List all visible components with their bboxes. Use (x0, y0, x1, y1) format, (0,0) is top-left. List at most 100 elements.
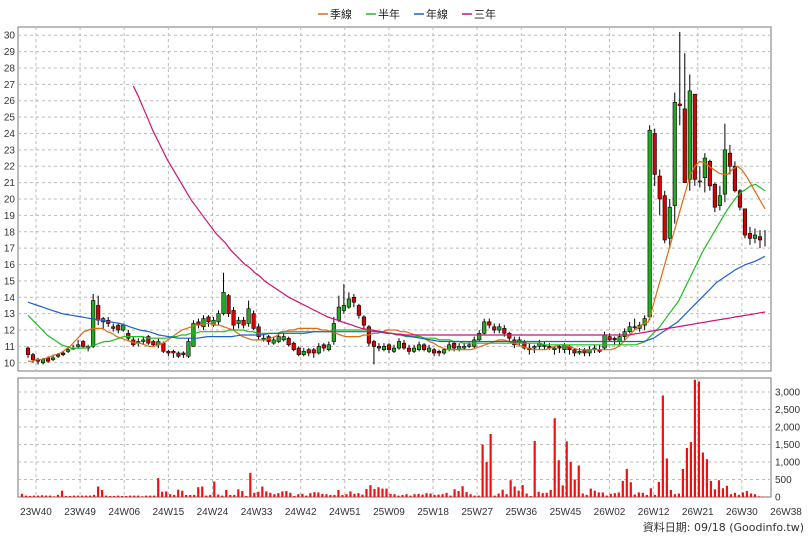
candle-body (447, 344, 452, 351)
candle-body (437, 351, 442, 354)
price-y-tick-label: 14 (4, 293, 16, 304)
candle-body (91, 300, 96, 347)
candle-body (381, 346, 387, 351)
volume-bar (621, 480, 624, 497)
candle-body (386, 344, 392, 351)
volume-bar (577, 465, 580, 497)
candle-body (336, 306, 341, 321)
candle-body (251, 313, 256, 329)
price-y-tick-label: 18 (4, 227, 16, 238)
volume-bar (625, 469, 628, 497)
x-tick-label: 24W15 (153, 507, 185, 518)
candle-body (201, 318, 206, 328)
candle-body (76, 344, 81, 347)
volume-bar (693, 379, 697, 497)
volume-bar (677, 493, 680, 497)
volume-bar (133, 495, 136, 497)
volume-bar (721, 488, 725, 497)
volume-bar (345, 494, 348, 497)
candle-body (717, 195, 722, 206)
volume-bar (341, 494, 344, 497)
volume-bar (441, 494, 444, 497)
x-tick-label: 25W09 (373, 507, 405, 518)
volume-bar (497, 493, 500, 497)
volume-bar (173, 494, 176, 497)
volume-bar (469, 494, 472, 497)
volume-bar (553, 418, 556, 497)
volume-bar (28, 495, 32, 497)
volume-bar (60, 490, 64, 497)
x-tick-label: 25W18 (417, 507, 449, 518)
candle-body (452, 342, 457, 349)
volume-bar (333, 494, 336, 497)
volume-bar (573, 479, 576, 497)
volume-bar (80, 495, 84, 497)
price-y-tick-label: 29 (4, 47, 16, 58)
candle-body (747, 233, 753, 239)
candle-body (311, 349, 316, 354)
volume-bar (321, 493, 324, 497)
candle-body (396, 341, 402, 349)
volume-panel: 0 500 1,000 1,500 2,000 2,500 3,000 (17, 377, 800, 504)
volume-bar (565, 441, 568, 497)
price-y-tick-label: 10 (4, 358, 16, 369)
x-tick-label: 26W38 (770, 507, 802, 518)
volume-bar (521, 485, 524, 497)
candle-body (321, 344, 326, 349)
volume-bar (201, 486, 204, 497)
volume-bar (76, 495, 80, 497)
volume-bar (425, 493, 428, 497)
x-tick-label: 24W33 (241, 507, 273, 518)
data-date-footer: 資料日期: 09/18 (Goodinfo.tw) (643, 520, 804, 534)
volume-bar (273, 494, 276, 497)
candle-body (25, 347, 31, 355)
volume-bar (185, 494, 188, 497)
volume-bar (673, 494, 676, 497)
volume-bar (641, 492, 644, 497)
candle-body (657, 175, 662, 200)
price-y-tick-label: 15 (4, 276, 16, 287)
candle-body (497, 326, 502, 331)
volume-bar (473, 495, 476, 497)
candle-body (552, 347, 557, 351)
x-tick-label: 23W49 (64, 507, 96, 518)
volume-bar (453, 489, 456, 497)
x-tick-label: 25W36 (505, 507, 537, 518)
volume-bar (165, 491, 168, 497)
candle-body (186, 341, 191, 357)
price-y-tick-label: 21 (4, 178, 16, 189)
volume-bar (297, 494, 300, 497)
volume-bar (421, 494, 424, 497)
volume-bar (265, 491, 268, 497)
volume-bar (84, 495, 88, 497)
volume-bar (485, 462, 488, 497)
candle-body (677, 103, 682, 106)
candle-body (141, 339, 146, 342)
volume-bar (349, 491, 352, 497)
x-tick-label: 24W06 (108, 507, 140, 518)
volume-bar (541, 493, 544, 497)
candle-body (346, 298, 351, 308)
volume-bar (685, 448, 688, 497)
volume-y-tick-label: 2,500 (775, 405, 800, 416)
price-y-tick-label: 24 (4, 129, 16, 140)
candle-body (281, 336, 286, 341)
volume-bar (701, 452, 705, 497)
volume-bar (401, 494, 404, 497)
volume-bar (597, 492, 600, 497)
volume-bar (457, 491, 460, 497)
candle-body (507, 333, 512, 339)
volume-bar (373, 488, 376, 497)
candle-body (271, 339, 276, 344)
volume-bar (637, 492, 640, 497)
volume-bar (533, 441, 536, 497)
volume-bar (733, 492, 737, 497)
volume-bar (709, 480, 713, 497)
volume-bar (44, 495, 48, 497)
candle-body (121, 324, 126, 331)
volume-bar (225, 490, 228, 497)
candle-body (682, 108, 687, 183)
candle-body (161, 342, 166, 352)
candle-body (191, 323, 196, 347)
x-tick-label: 25W45 (550, 507, 582, 518)
